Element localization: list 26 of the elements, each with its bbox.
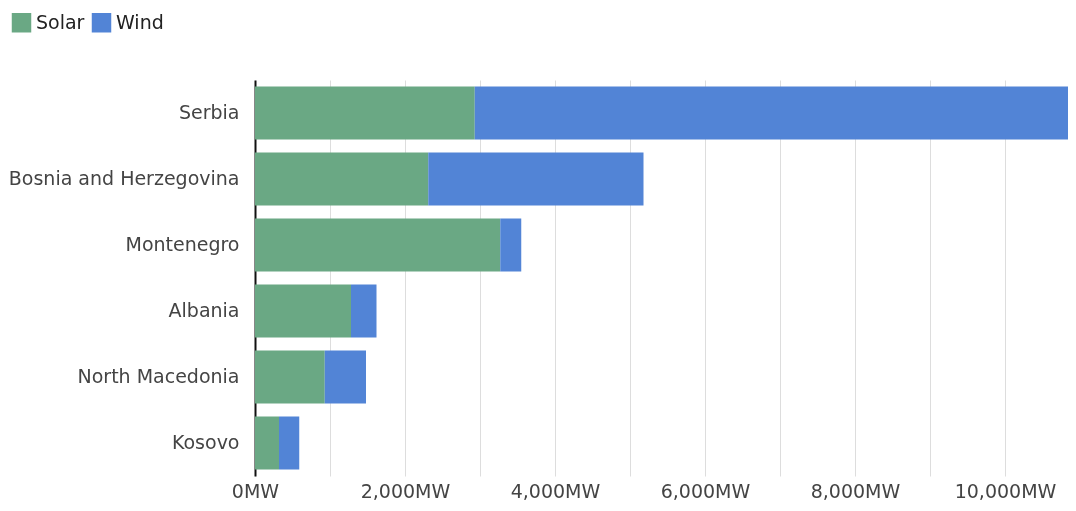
legend-label: Wind — [116, 10, 164, 33]
x-tick-label: 10,000MW — [954, 479, 1057, 502]
bar — [255, 86, 475, 140]
bar — [351, 284, 377, 338]
bar — [255, 350, 325, 404]
y-tick-label: Montenegro — [125, 233, 240, 255]
bar — [255, 152, 429, 206]
bar — [474, 86, 1068, 140]
bar — [255, 416, 279, 470]
bar — [255, 218, 501, 272]
y-tick-label: North Macedonia — [77, 365, 240, 387]
y-tick-label: Serbia — [178, 101, 240, 123]
bar — [255, 284, 351, 338]
y-tick-label: Kosovo — [171, 431, 240, 453]
bar — [428, 152, 644, 206]
bar — [500, 218, 522, 272]
bar — [324, 350, 366, 404]
y-tick-label: Albania — [168, 299, 240, 321]
x-tick-label: 2,000MW — [360, 479, 451, 502]
x-tick-label: 8,000MW — [810, 479, 901, 502]
bar — [279, 416, 300, 470]
x-tick-label: 4,000MW — [510, 479, 601, 502]
x-tick-label: 6,000MW — [660, 479, 751, 502]
y-tick-label: Bosnia and Herzegovina — [8, 167, 240, 189]
x-tick-label: 0MW — [231, 479, 280, 502]
legend-label: Solar — [36, 10, 85, 33]
